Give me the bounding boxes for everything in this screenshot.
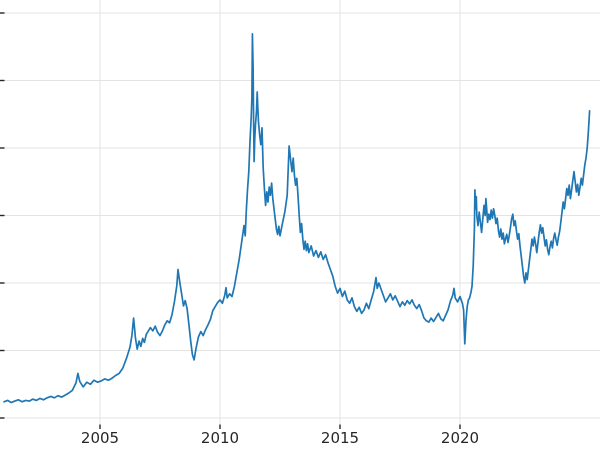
series-line: [3, 33, 591, 404]
x-tick-label: 2015: [321, 429, 359, 447]
x-tick-label: 2010: [201, 429, 239, 447]
x-tick-label: 2005: [81, 429, 119, 447]
x-tick-label: 2020: [441, 429, 479, 447]
gridlines: [0, 0, 600, 425]
x-axis-labels: 2005 2010 2015 2020: [81, 429, 479, 447]
axis-ticks: [0, 12, 461, 429]
